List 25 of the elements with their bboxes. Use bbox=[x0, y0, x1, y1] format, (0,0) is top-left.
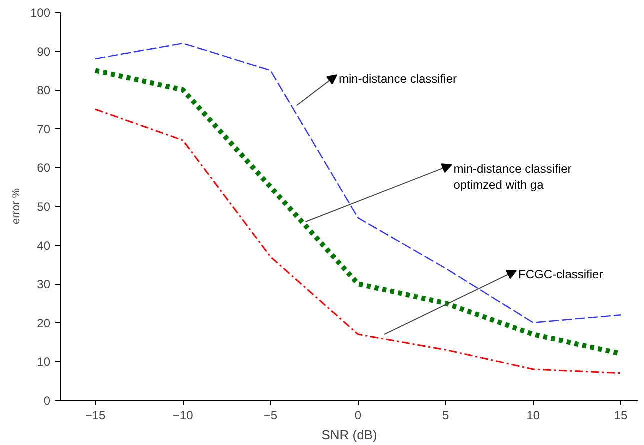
y-tick-label: 20 bbox=[37, 316, 51, 330]
x-tick-label: −15 bbox=[85, 408, 106, 422]
x-axis-title: SNR (dB) bbox=[322, 428, 378, 442]
y-tick-label: 70 bbox=[37, 122, 51, 136]
y-tick-label: 90 bbox=[37, 44, 51, 59]
y-tick-label: 80 bbox=[37, 84, 51, 98]
x-tick-label: 0 bbox=[354, 408, 362, 422]
y-tick-label: 10 bbox=[37, 355, 51, 370]
y-tick-label: 30 bbox=[37, 278, 51, 292]
y-axis-title: error % bbox=[10, 188, 22, 225]
y-tick-label: 0 bbox=[44, 394, 51, 408]
y-tick-label: 100 bbox=[30, 6, 51, 20]
x-tick-label: −5 bbox=[264, 408, 278, 422]
annotation: min-distance classifier optimzed with ga bbox=[454, 162, 572, 192]
line-series bbox=[94, 108, 622, 374]
x-tick-label: 10 bbox=[526, 408, 540, 422]
x-tick-label: 15 bbox=[614, 408, 628, 422]
y-tick-label: 40 bbox=[37, 238, 51, 253]
y-tick-label: 50 bbox=[37, 200, 51, 214]
line-series bbox=[94, 42, 622, 324]
x-tick-label: −10 bbox=[172, 408, 194, 422]
annotation: FCGC-classifier bbox=[518, 268, 604, 282]
x-tick-label: 5 bbox=[442, 408, 450, 422]
y-tick-label: 60 bbox=[37, 161, 51, 176]
annotation: min-distance classifier bbox=[338, 72, 457, 86]
